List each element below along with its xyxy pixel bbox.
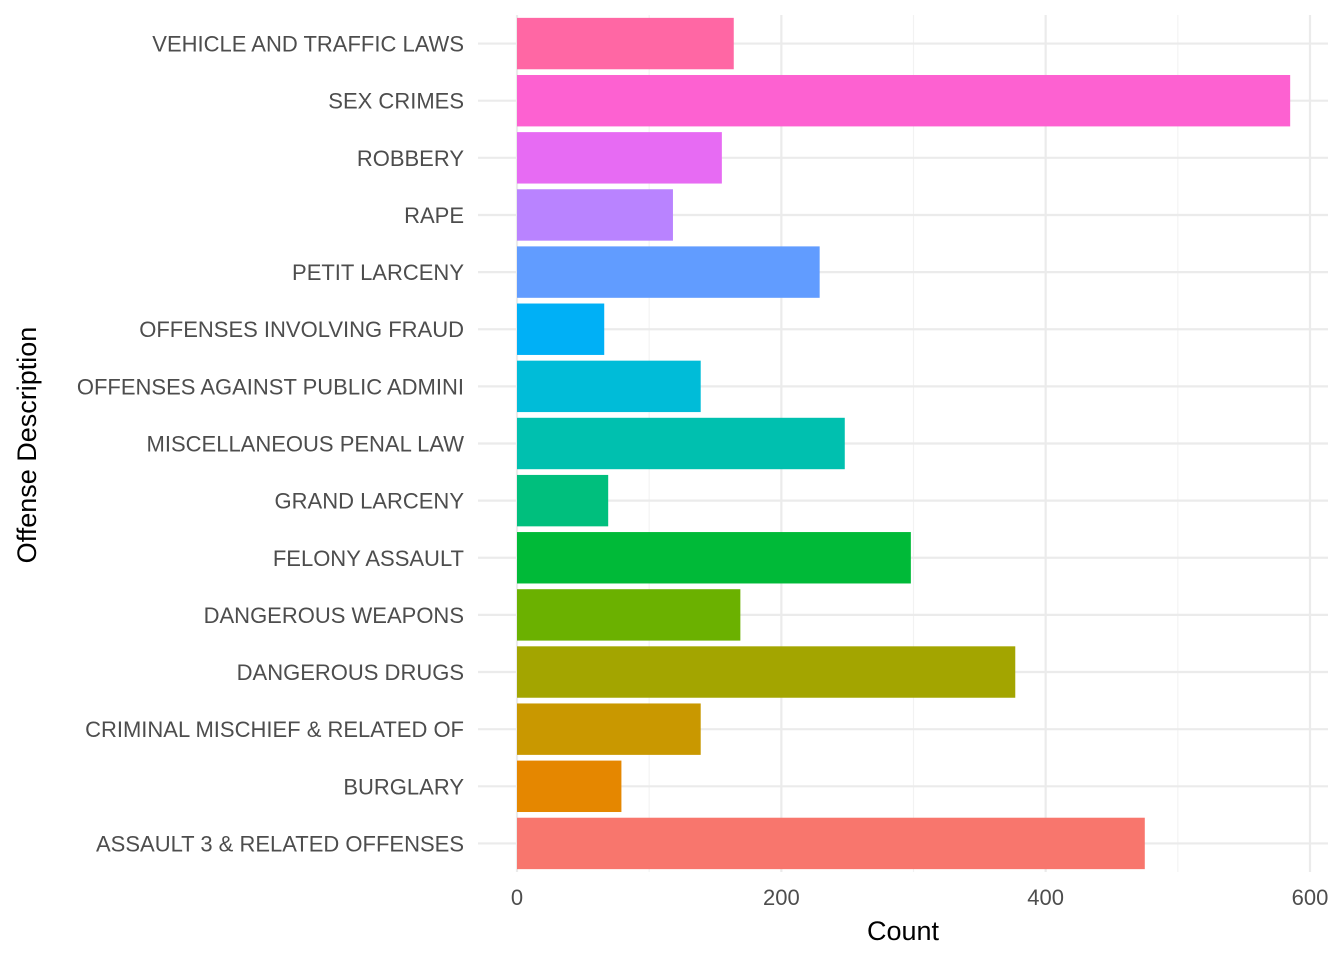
bar [517,474,609,527]
bar [517,246,820,298]
bar [517,589,741,641]
y-tick-label: DANGEROUS DRUGS [237,660,464,685]
y-tick-label: VEHICLE AND TRAFFIC LAWS [152,32,464,57]
x-tick-label: 0 [511,885,523,910]
x-tick-label: 600 [1292,885,1329,910]
y-tick-label: ROBBERY [357,146,465,171]
bars [517,17,1291,870]
y-tick-label: SEX CRIMES [328,89,464,114]
y-tick-label: FELONY ASSAULT [273,546,464,571]
y-tick-label: MISCELLANEOUS PENAL LAW [147,432,465,457]
bar [517,17,734,70]
bar [517,74,1291,127]
bar [517,646,1016,698]
y-tick-label: PETIT LARCENY [292,260,464,285]
bar [517,532,911,584]
x-tick-labels: 0 200 400 600 [511,885,1328,910]
y-tick-labels: ASSAULT 3 & RELATED OFFENSES BURGLARY CRIM… [77,32,464,857]
x-axis-title: Count [867,916,940,946]
x-tick-label: 400 [1027,885,1064,910]
bar [517,360,701,413]
bar [517,189,673,241]
y-tick-label: CRIMINAL MISCHIEF & RELATED OF [85,717,464,742]
bar [517,303,605,355]
bar [517,817,1145,870]
bar [517,132,722,184]
y-tick-label: DANGEROUS WEAPONS [204,603,464,628]
x-tick-label: 200 [763,885,800,910]
bar [517,703,701,755]
y-tick-label: OFFENSES AGAINST PUBLIC ADMINI [77,374,464,399]
bar [517,760,622,813]
y-tick-label: OFFENSES INVOLVING FRAUD [139,317,464,342]
bar [517,417,845,470]
y-tick-label: RAPE [404,203,464,228]
y-tick-label: ASSAULT 3 & RELATED OFFENSES [96,831,464,856]
y-tick-label: GRAND LARCENY [275,489,465,514]
y-axis-title: Offense Description [12,327,42,564]
y-tick-label: BURGLARY [343,774,464,799]
